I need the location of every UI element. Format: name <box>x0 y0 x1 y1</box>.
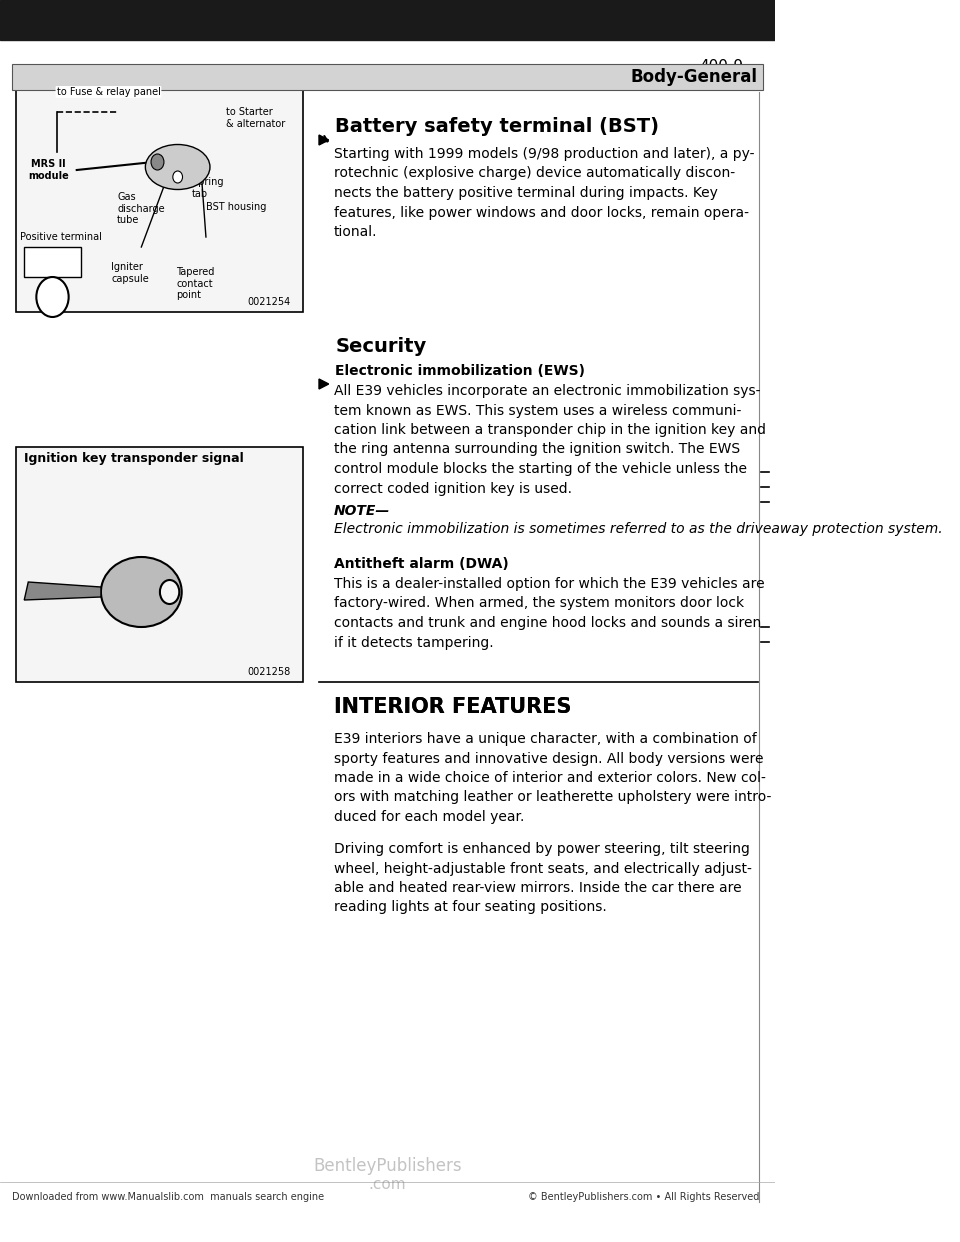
Text: Downloaded from www.Manualslib.com  manuals search engine: Downloaded from www.Manualslib.com manua… <box>12 1192 324 1202</box>
Text: to Fuse & relay panel: to Fuse & relay panel <box>57 87 160 97</box>
FancyBboxPatch shape <box>18 150 79 189</box>
Bar <box>12 65 763 89</box>
Text: Electronic immobilization is sometimes referred to as the driveaway protection s: Electronic immobilization is sometimes r… <box>333 522 942 537</box>
Bar <box>0 0 776 40</box>
Text: Battery safety terminal (BST): Battery safety terminal (BST) <box>335 117 660 137</box>
Circle shape <box>173 171 182 183</box>
Text: 0021258: 0021258 <box>248 667 291 677</box>
Text: Gas
discharge
tube: Gas discharge tube <box>117 193 165 225</box>
Bar <box>16 77 302 312</box>
Text: Ignition key transponder signal: Ignition key transponder signal <box>24 452 244 465</box>
Text: Electronic immobilization (EWS): Electronic immobilization (EWS) <box>335 364 586 378</box>
Text: BST housing: BST housing <box>206 202 266 212</box>
Text: .com: .com <box>369 1177 406 1192</box>
Text: Positive terminal: Positive terminal <box>20 232 102 242</box>
Polygon shape <box>24 582 101 600</box>
Ellipse shape <box>101 556 181 627</box>
Text: 0021254: 0021254 <box>248 297 291 307</box>
Text: 400-9: 400-9 <box>699 60 743 75</box>
Text: This is a dealer-installed option for which the E39 vehicles are
factory-wired. : This is a dealer-installed option for wh… <box>333 578 764 650</box>
Text: © BentleyPublishers.com • All Rights Reserved: © BentleyPublishers.com • All Rights Res… <box>528 1192 759 1202</box>
Text: Antitheft alarm (DWA): Antitheft alarm (DWA) <box>333 556 508 571</box>
Text: Igniter
capsule: Igniter capsule <box>111 262 149 283</box>
Text: E39 interiors have a unique character, with a combination of
sporty features and: E39 interiors have a unique character, w… <box>333 732 771 823</box>
Text: Tapered
contact
point: Tapered contact point <box>176 267 214 301</box>
Circle shape <box>160 580 180 604</box>
Text: to Starter
& alternator: to Starter & alternator <box>227 107 285 129</box>
Circle shape <box>151 154 164 170</box>
Text: NOTE—: NOTE— <box>333 504 390 518</box>
Bar <box>16 447 302 682</box>
Text: Security: Security <box>335 337 426 356</box>
Text: Starting with 1999 models (9/98 production and later), a py-
rotechnic (explosiv: Starting with 1999 models (9/98 producti… <box>333 147 754 238</box>
Circle shape <box>36 277 69 317</box>
Text: Driving comfort is enhanced by power steering, tilt steering
wheel, height-adjus: Driving comfort is enhanced by power ste… <box>333 842 752 914</box>
Text: INTERIOR FEATURES: INTERIOR FEATURES <box>333 697 571 717</box>
Text: BentleyPublishers: BentleyPublishers <box>313 1158 462 1175</box>
Text: MRS II
module: MRS II module <box>28 159 69 181</box>
Bar <box>24 247 81 277</box>
Text: All E39 vehicles incorporate an electronic immobilization sys-
tem known as EWS.: All E39 vehicles incorporate an electron… <box>333 384 765 496</box>
Text: Body-General: Body-General <box>631 68 757 86</box>
Text: Spring
tab: Spring tab <box>192 178 224 199</box>
Polygon shape <box>319 379 328 389</box>
Polygon shape <box>319 135 328 145</box>
Ellipse shape <box>145 144 210 190</box>
Text: INTERIOR FEATURES: INTERIOR FEATURES <box>333 697 571 717</box>
